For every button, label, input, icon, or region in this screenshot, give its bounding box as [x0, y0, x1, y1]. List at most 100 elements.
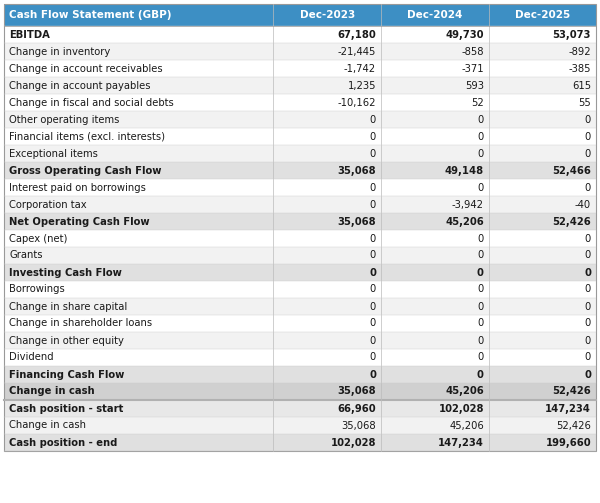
Bar [4, 4, 596, 26]
Text: Cash position - start: Cash position - start [9, 403, 124, 413]
Text: Dividend: Dividend [9, 353, 53, 363]
Text: Cash Flow Statement (GBP): Cash Flow Statement (GBP) [9, 10, 172, 20]
Text: Financing Cash Flow: Financing Cash Flow [9, 370, 124, 379]
Text: 0: 0 [585, 233, 591, 243]
Bar [4, 366, 596, 383]
Text: 55: 55 [578, 98, 591, 108]
Bar [4, 281, 596, 298]
Bar [4, 230, 596, 247]
Text: Change in fiscal and social debts: Change in fiscal and social debts [9, 98, 174, 108]
Text: 45,206: 45,206 [449, 421, 484, 431]
Text: 102,028: 102,028 [331, 438, 376, 448]
Text: 35,068: 35,068 [337, 165, 376, 176]
Text: 0: 0 [478, 301, 484, 311]
Text: Cash position - end: Cash position - end [9, 438, 118, 448]
Bar [4, 298, 596, 315]
Text: -21,445: -21,445 [338, 46, 376, 56]
Text: Capex (net): Capex (net) [9, 233, 67, 243]
Bar [4, 162, 596, 179]
Text: 0: 0 [478, 131, 484, 141]
Text: 0: 0 [370, 148, 376, 158]
Bar [4, 179, 596, 196]
Text: 0: 0 [370, 301, 376, 311]
Text: Change in inventory: Change in inventory [9, 46, 110, 56]
Text: 49,148: 49,148 [445, 165, 484, 176]
Text: EBITDA: EBITDA [9, 30, 50, 40]
Text: 52,426: 52,426 [556, 421, 591, 431]
Text: 0: 0 [585, 131, 591, 141]
Text: Dec-2023: Dec-2023 [299, 10, 355, 20]
Text: Change in cash: Change in cash [9, 421, 86, 431]
Text: Change in cash: Change in cash [9, 386, 95, 396]
Text: 0: 0 [370, 115, 376, 125]
Bar [4, 94, 596, 111]
Text: 1,235: 1,235 [347, 80, 376, 91]
Text: Borrowings: Borrowings [9, 285, 65, 294]
Text: 0: 0 [477, 268, 484, 278]
Text: 0: 0 [478, 183, 484, 193]
Text: 0: 0 [370, 233, 376, 243]
Text: -40: -40 [575, 200, 591, 210]
Text: 0: 0 [585, 353, 591, 363]
Bar [4, 128, 596, 145]
Text: 593: 593 [465, 80, 484, 91]
Bar [4, 4, 596, 451]
Text: Change in share capital: Change in share capital [9, 301, 127, 311]
Text: Change in other equity: Change in other equity [9, 336, 124, 346]
Text: 52,426: 52,426 [552, 386, 591, 396]
Text: -385: -385 [569, 63, 591, 73]
Text: 0: 0 [370, 131, 376, 141]
Text: -892: -892 [568, 46, 591, 56]
Text: -10,162: -10,162 [338, 98, 376, 108]
Text: 0: 0 [584, 370, 591, 379]
Bar [4, 26, 596, 43]
Bar [4, 111, 596, 128]
Text: 53,073: 53,073 [553, 30, 591, 40]
Bar [4, 332, 596, 349]
Text: 0: 0 [370, 353, 376, 363]
Text: 0: 0 [585, 318, 591, 328]
Text: 0: 0 [370, 200, 376, 210]
Text: 0: 0 [585, 336, 591, 346]
Bar [4, 60, 596, 77]
Text: 0: 0 [584, 268, 591, 278]
Bar [4, 43, 596, 60]
Text: Corporation tax: Corporation tax [9, 200, 86, 210]
Text: -3,942: -3,942 [452, 200, 484, 210]
Text: Investing Cash Flow: Investing Cash Flow [9, 268, 122, 278]
Text: 35,068: 35,068 [341, 421, 376, 431]
Text: 67,180: 67,180 [337, 30, 376, 40]
Text: 0: 0 [585, 183, 591, 193]
Text: 52,466: 52,466 [552, 165, 591, 176]
Text: 615: 615 [572, 80, 591, 91]
Text: 35,068: 35,068 [337, 386, 376, 396]
Text: -371: -371 [461, 63, 484, 73]
Text: 0: 0 [478, 336, 484, 346]
Text: 0: 0 [478, 233, 484, 243]
Bar [4, 213, 596, 230]
Text: 0: 0 [478, 353, 484, 363]
Text: 52,426: 52,426 [552, 216, 591, 226]
Text: Change in account receivables: Change in account receivables [9, 63, 163, 73]
Text: Dec-2025: Dec-2025 [515, 10, 570, 20]
Text: 66,960: 66,960 [337, 403, 376, 413]
Bar [4, 349, 596, 366]
Text: Gross Operating Cash Flow: Gross Operating Cash Flow [9, 165, 161, 176]
Text: 0: 0 [370, 183, 376, 193]
Bar [4, 196, 596, 213]
Text: 45,206: 45,206 [445, 216, 484, 226]
Text: 45,206: 45,206 [445, 386, 484, 396]
Text: Dec-2024: Dec-2024 [407, 10, 463, 20]
Text: 52: 52 [471, 98, 484, 108]
Text: Financial items (excl. interests): Financial items (excl. interests) [9, 131, 165, 141]
Text: 0: 0 [478, 318, 484, 328]
Text: -1,742: -1,742 [344, 63, 376, 73]
Bar [4, 247, 596, 264]
Text: 0: 0 [585, 115, 591, 125]
Text: 147,234: 147,234 [438, 438, 484, 448]
Text: 0: 0 [369, 268, 376, 278]
Text: 199,660: 199,660 [545, 438, 591, 448]
Text: 35,068: 35,068 [337, 216, 376, 226]
Text: Change in account payables: Change in account payables [9, 80, 151, 91]
Text: Net Operating Cash Flow: Net Operating Cash Flow [9, 216, 149, 226]
